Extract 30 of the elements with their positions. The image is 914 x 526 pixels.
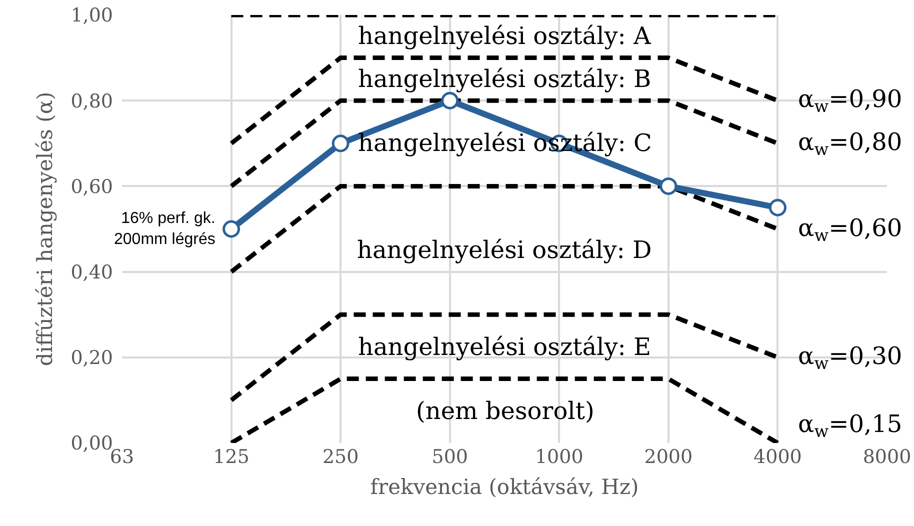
x-tick-label: 4000 (754, 446, 802, 468)
point (768, 198, 786, 216)
annotation: (nem besorolt) (416, 397, 594, 425)
point (660, 177, 678, 195)
x-tick-label: 500 (432, 446, 468, 468)
y-axis-title: diffúztéri hangenyelés (α) (32, 92, 57, 366)
x-tick-label: 2000 (644, 446, 693, 468)
series-label: α$_{w}$=0,60 (798, 214, 902, 246)
y-tick-label: 0,80 (70, 90, 113, 112)
y-tick-label: 0,20 (70, 347, 113, 370)
point (222, 220, 240, 238)
annotation: hangelnyelési osztály: B (358, 65, 652, 93)
x-tick-label: 250 (322, 446, 359, 468)
x-tick-label: 1000 (534, 446, 584, 468)
point (332, 134, 350, 152)
series-label: α$_{w}$=0,90 (798, 85, 902, 116)
x-axis-title: frekvencia (oktávsáv, Hz) (370, 475, 639, 500)
annotation: hangelnyelési osztály: A (358, 22, 652, 50)
y-tick-label: 0,60 (70, 176, 113, 198)
y-tick-label: 1,00 (70, 4, 113, 27)
series-label: α$_{w}$=0,15 (798, 410, 902, 442)
y-tick-label: 0,40 (70, 261, 113, 284)
series-label: α$_{w}$=0,30 (798, 342, 902, 374)
annotation: hangelnyelési osztály: E (358, 333, 652, 361)
series-label: 16% perf. gk. 200mm légrés (114, 210, 216, 248)
annotation: hangelnyelési osztály: D (357, 236, 652, 264)
point (441, 92, 459, 110)
x-tick-label: 125 (213, 446, 250, 468)
series-label: α$_{w}$=0,80 (798, 128, 902, 160)
x-tick-label: 8000 (862, 446, 912, 468)
